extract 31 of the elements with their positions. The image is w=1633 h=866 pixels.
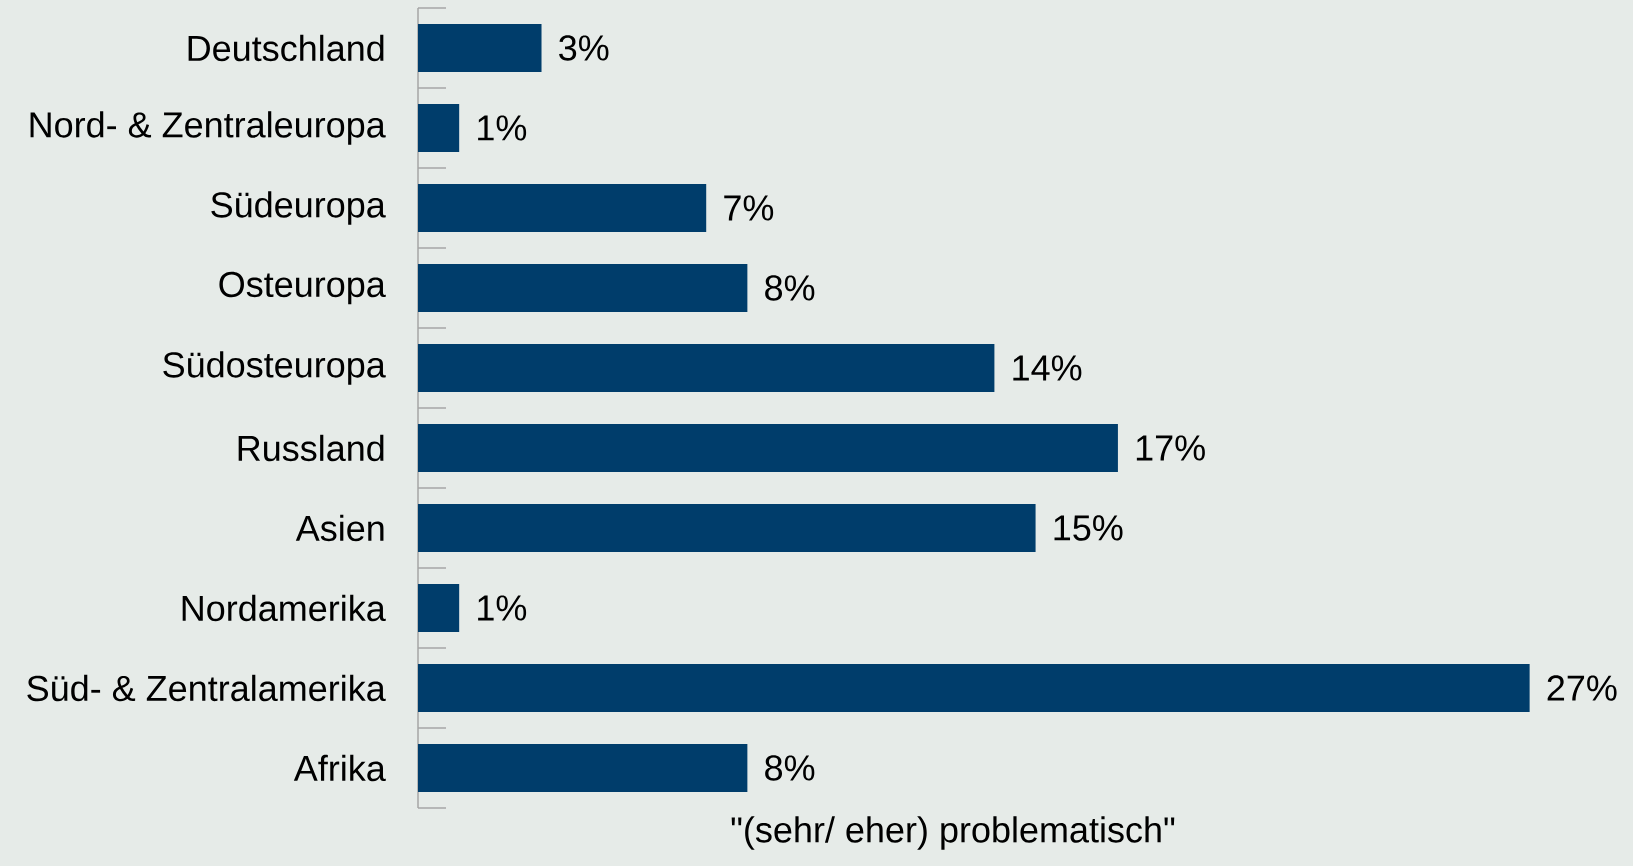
- bar: [418, 663, 1530, 712]
- bar: [418, 743, 748, 792]
- bar: [418, 503, 1036, 552]
- y-tick-label: Afrika: [293, 754, 386, 782]
- y-tick-label: Osteuropa: [219, 271, 386, 305]
- data-label: 15%: [1054, 515, 1123, 541]
- data-label: 17%: [1136, 435, 1205, 461]
- y-tick-label: Nordamerika: [182, 594, 386, 622]
- y-tick-label: Südosteuropa: [163, 351, 386, 385]
- y-tick-label: Süd- & Zentralamerika: [27, 674, 386, 702]
- bar: [418, 583, 460, 632]
- data-label: 27%: [1547, 675, 1617, 701]
- y-tick-label: Asien: [295, 514, 384, 542]
- bar: [418, 183, 707, 232]
- bar: [418, 103, 460, 152]
- data-label: 3%: [559, 35, 609, 61]
- data-label: 8%: [765, 275, 815, 301]
- y-tick-label: Nord- & Zentraleuropa: [30, 111, 386, 145]
- data-label: 14%: [1013, 355, 1082, 381]
- bar: [418, 423, 1118, 472]
- bar: [418, 23, 542, 72]
- x-axis-title: "(sehr/ eher) problematisch": [731, 816, 1175, 850]
- data-label: 8%: [765, 755, 815, 781]
- y-tick-label: Russland: [238, 434, 384, 462]
- data-label: 7%: [724, 195, 774, 221]
- y-tick-label: Südeuropa: [211, 191, 386, 225]
- data-label: 1%: [478, 595, 527, 621]
- y-tick-label: Deutschland: [188, 34, 384, 62]
- data-label: 1%: [478, 115, 527, 141]
- bar: [418, 263, 748, 312]
- bar: [418, 343, 995, 392]
